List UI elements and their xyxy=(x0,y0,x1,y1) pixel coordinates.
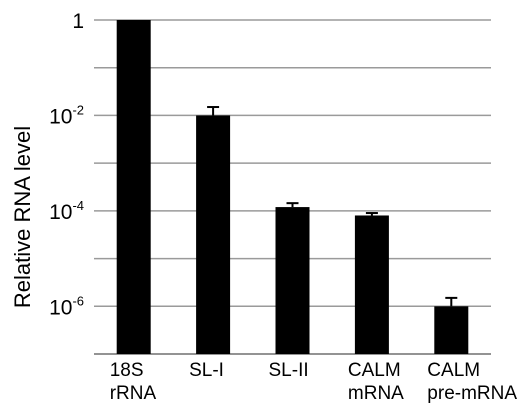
bar xyxy=(434,306,469,354)
y-tick-label: 10-2 xyxy=(49,102,84,128)
x-category-labels: 18S rRNA SL-I SL-II CALM mRNA CALM pre-mRNA xyxy=(110,360,518,404)
category-label: 18S rRNA xyxy=(110,360,157,404)
y-tick-label: 1 xyxy=(72,10,84,33)
y-tick-label: 10-4 xyxy=(49,198,84,224)
category-label: SL-II xyxy=(269,360,309,381)
y-tick-label: 10-6 xyxy=(49,293,84,319)
bar xyxy=(196,115,231,354)
y-axis-title: Relative RNA level xyxy=(10,126,35,308)
error-bars xyxy=(207,106,458,307)
bar xyxy=(275,207,310,354)
category-label: SL-I xyxy=(189,360,224,381)
category-label: CALM pre-mRNA xyxy=(427,360,517,404)
category-label: CALM mRNA xyxy=(348,360,404,404)
bars xyxy=(116,20,469,354)
bar xyxy=(116,20,151,354)
y-tick-labels: 1 10-2 10-4 10-6 xyxy=(49,10,84,319)
bar xyxy=(354,215,389,354)
